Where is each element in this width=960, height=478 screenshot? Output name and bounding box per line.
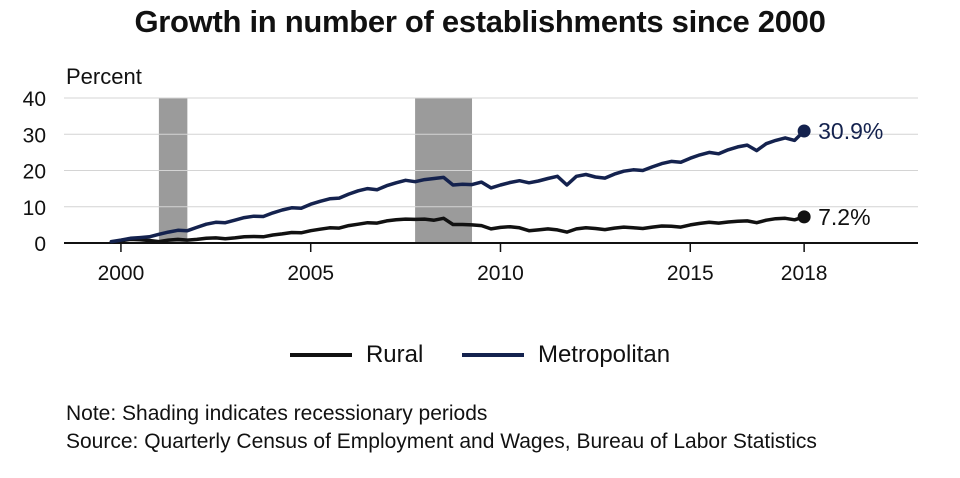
chart-source: Source: Quarterly Census of Employment a… <box>66 430 817 453</box>
x-tick-label-2015: 2015 <box>667 262 714 285</box>
series-endpoint-rural <box>797 210 811 224</box>
grid-layer <box>64 97 918 208</box>
series-line-rural <box>109 215 806 244</box>
series-endpoint-metropolitan <box>797 124 811 138</box>
legend-label-metropolitan: Metropolitan <box>537 341 671 368</box>
axis-layer: 0 10 20 30 40 2000 2005 2010 2015 2018 <box>23 88 918 285</box>
x-tick-label-2000: 2000 <box>98 262 145 285</box>
legend: Rural Metropolitan <box>0 336 960 369</box>
legend-swatch-metropolitan <box>461 353 524 357</box>
series-line-metropolitan <box>109 129 806 244</box>
legend-item-metropolitan: Metropolitan <box>461 341 671 369</box>
y-tick-label-0: 0 <box>34 233 46 256</box>
y-tick-label-20: 20 <box>23 161 46 184</box>
y-axis-label: Percent <box>66 64 142 89</box>
legend-swatch-rural <box>289 353 352 357</box>
series-end-label-metropolitan: 30.9% <box>818 118 883 144</box>
x-tick-label-2018: 2018 <box>781 262 828 285</box>
legend-item-rural: Rural <box>289 341 424 369</box>
chart-title: Growth in number of establishments since… <box>134 4 826 39</box>
series-layer <box>109 124 811 244</box>
y-tick-label-30: 30 <box>23 124 46 147</box>
x-tick-label-2005: 2005 <box>287 262 334 285</box>
x-tick-label-2010: 2010 <box>477 262 524 285</box>
label-layer: 7.2% 30.9% <box>818 118 883 230</box>
chart-note: Note: Shading indicates recessionary per… <box>66 402 488 425</box>
y-tick-label-40: 40 <box>23 88 46 111</box>
series-end-label-rural: 7.2% <box>818 204 870 230</box>
legend-label-rural: Rural <box>365 341 424 368</box>
y-tick-label-10: 10 <box>23 197 46 220</box>
